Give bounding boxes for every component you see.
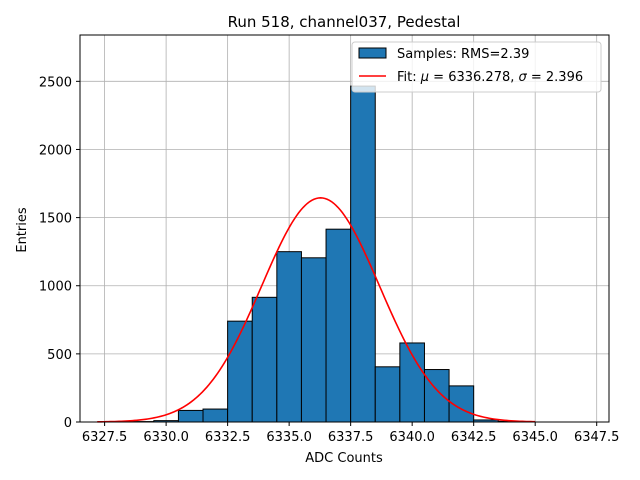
y-tick-label: 0 bbox=[64, 416, 72, 431]
histogram-bar bbox=[350, 85, 376, 423]
x-tick-label: 6335.0 bbox=[266, 430, 312, 445]
x-tick-label: 6345.0 bbox=[512, 430, 558, 445]
legend-fit-sigma-symbol: σ bbox=[519, 70, 528, 85]
histogram-bar bbox=[251, 296, 278, 423]
histogram-bar bbox=[276, 251, 302, 423]
x-tick-label: 6327.5 bbox=[82, 430, 128, 445]
histogram-bar bbox=[300, 257, 327, 423]
x-tick-label: 6337.5 bbox=[328, 430, 374, 445]
y-tick-label: 2500 bbox=[39, 75, 72, 90]
y-tick-label: 1000 bbox=[39, 280, 72, 295]
fit-curve-group bbox=[97, 197, 536, 423]
x-axis-ticks: 6327.5 6330.0 6332.5 6335.0 6337.5 6340.0 6342… bbox=[82, 422, 620, 445]
x-tick-label: 6342.5 bbox=[451, 430, 497, 445]
x-tick-label: 6340.0 bbox=[389, 430, 435, 445]
legend-fit-mu-value: = 6336.278, bbox=[429, 70, 518, 85]
legend: Samples: RMS=2.39 Fit: μ = 6336.278, σ =… bbox=[351, 41, 602, 93]
legend-label-samples: Samples: RMS=2.39 bbox=[397, 47, 529, 62]
histogram-bar bbox=[423, 369, 450, 423]
fit-curve bbox=[97, 197, 536, 423]
histogram-bar bbox=[177, 409, 204, 423]
x-tick-label: 6332.5 bbox=[205, 430, 251, 445]
legend-label-fit: Fit: μ = 6336.278, σ = 2.396 bbox=[397, 70, 583, 85]
x-axis-label: ADC Counts bbox=[305, 451, 383, 466]
legend-fit-prefix: Fit: bbox=[397, 70, 421, 85]
x-tick-label: 6330.0 bbox=[143, 430, 189, 445]
chart-title: Run 518, channel037, Pedestal bbox=[228, 13, 461, 31]
y-tick-label: 1500 bbox=[39, 212, 72, 227]
plot-frame bbox=[79, 34, 610, 423]
legend-swatch-samples bbox=[358, 47, 387, 59]
y-tick-label: 2000 bbox=[39, 143, 72, 158]
legend-frame bbox=[351, 41, 602, 93]
y-tick-label: 500 bbox=[47, 348, 72, 363]
legend-fit-mu-symbol: μ bbox=[420, 70, 429, 85]
histogram-bar bbox=[325, 228, 352, 423]
legend-fit-sigma-value: = 2.396 bbox=[527, 70, 583, 85]
y-axis-label: Entries bbox=[15, 207, 30, 253]
histogram-bar bbox=[202, 408, 229, 423]
histogram-bar bbox=[227, 320, 253, 423]
y-axis-ticks: 0 500 1000 1500 2000 2500 bbox=[39, 75, 80, 431]
x-tick-label: 6347.5 bbox=[574, 430, 620, 445]
histogram-bar bbox=[374, 366, 401, 423]
